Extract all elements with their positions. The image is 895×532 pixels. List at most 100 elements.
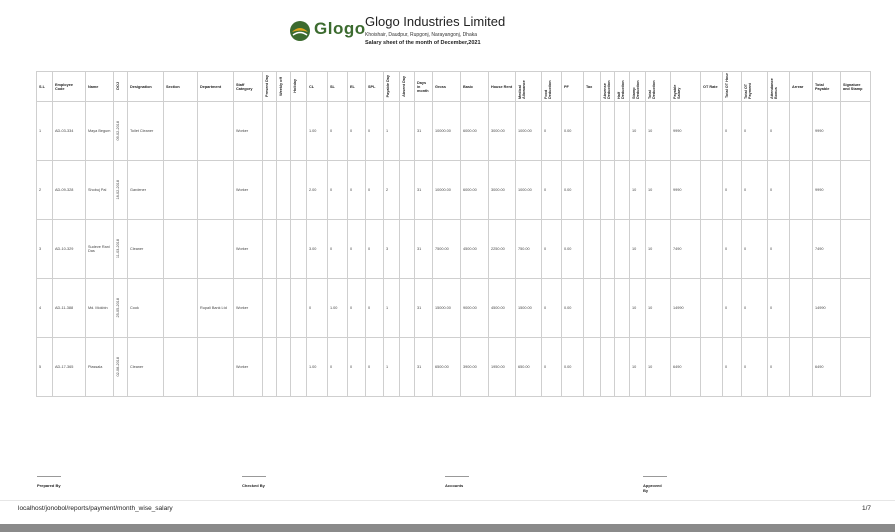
table-cell xyxy=(840,337,871,397)
table-cell: 18-02-2018 xyxy=(113,160,128,220)
table-cell xyxy=(840,101,871,161)
cell-text: Cleaner xyxy=(130,247,144,251)
table-cell: Cleaner xyxy=(127,219,164,279)
table-cell xyxy=(600,219,615,279)
column-header: House Rent xyxy=(488,71,516,102)
column-header: Payable Day xyxy=(383,71,400,102)
bottom-bar xyxy=(0,524,895,532)
cell-text: 9000.00 xyxy=(463,306,477,310)
table-cell: 1950.00 xyxy=(488,337,516,397)
cell-text: AD-11-388 xyxy=(55,306,74,310)
table-cell: 0 xyxy=(722,160,742,220)
cell-text: 1.00 xyxy=(309,129,317,133)
cell-text: 6000.00 xyxy=(463,188,477,192)
column-header-text: Payable Salary xyxy=(673,84,681,99)
cell-text: 0 xyxy=(350,306,353,310)
table-cell: Worker xyxy=(233,219,263,279)
column-header: Signature and Stamp xyxy=(840,71,871,102)
table-cell: 10 xyxy=(645,219,671,279)
table-cell xyxy=(197,219,234,279)
table-cell: Cook xyxy=(127,278,164,338)
cell-text: 0 xyxy=(330,247,333,251)
table-cell xyxy=(276,278,291,338)
table-cell: 10 xyxy=(629,337,646,397)
cell-text: 650.00 xyxy=(518,365,530,369)
cell-text: Worker xyxy=(236,365,249,369)
cell-text: 1000.00 xyxy=(518,129,532,133)
table-cell: 11-03-2018 xyxy=(113,219,128,279)
table-cell: 10 xyxy=(645,160,671,220)
table-cell xyxy=(163,278,198,338)
table-cell xyxy=(399,101,415,161)
table-cell: 6000.00 xyxy=(460,160,489,220)
cell-text: 10000.00 xyxy=(435,129,451,133)
table-cell: 0 xyxy=(541,337,562,397)
table-cell xyxy=(290,101,307,161)
table-cell xyxy=(197,337,234,397)
table-cell xyxy=(600,278,615,338)
cell-text: 0 xyxy=(744,188,747,192)
cell-text: 0 xyxy=(744,129,747,133)
table-cell xyxy=(262,101,277,161)
column-header-text: CL xyxy=(309,84,315,89)
table-cell xyxy=(583,219,601,279)
cell-text: 0 xyxy=(544,247,547,251)
table-cell xyxy=(583,278,601,338)
table-cell: 02-08-2018 xyxy=(113,337,128,397)
cell-text: 4500.00 xyxy=(463,247,477,251)
table-cell: 9990 xyxy=(670,101,701,161)
column-header-text: Food Deduction xyxy=(544,80,552,99)
table-cell: 0 xyxy=(347,337,366,397)
cell-text: 0 xyxy=(350,365,353,369)
table-cell: 6000.00 xyxy=(460,101,489,161)
table-cell xyxy=(197,160,234,220)
table-cell xyxy=(399,278,415,338)
table-cell: 31 xyxy=(414,278,433,338)
cell-text: Md. Mokbin xyxy=(88,306,108,310)
table-cell: 10 xyxy=(629,278,646,338)
table-cell: 1000.00 xyxy=(515,160,542,220)
cell-text: 11-03-2018 xyxy=(116,238,120,259)
table-cell: 0 xyxy=(541,278,562,338)
cell-text: 0 xyxy=(770,306,773,310)
logo-icon xyxy=(290,21,310,41)
column-header-text: House Rent xyxy=(491,84,513,89)
table-cell: 6500.00 xyxy=(432,337,461,397)
column-header: Section xyxy=(163,71,198,102)
table-cell xyxy=(789,160,813,220)
table-cell xyxy=(262,337,277,397)
table-cell: 0 xyxy=(306,278,328,338)
cell-text: 0 xyxy=(350,247,353,251)
table-cell: 3000.00 xyxy=(488,160,516,220)
table-cell xyxy=(789,337,813,397)
cell-text: 31 xyxy=(417,247,422,251)
cell-text: 3000.00 xyxy=(491,129,505,133)
table-cell: 10 xyxy=(629,160,646,220)
table-row: 3 AD-10-329 Sudeve Rani Das 11-03-2018 Clean… xyxy=(36,219,871,279)
column-header: Present Day xyxy=(262,71,277,102)
cell-text: 0 xyxy=(770,247,773,251)
table-cell: 10 xyxy=(645,278,671,338)
cell-text: Sudeve Rani Das xyxy=(88,245,110,253)
cell-text: Worker xyxy=(236,247,249,251)
column-header: SL xyxy=(327,71,348,102)
table-cell xyxy=(840,160,871,220)
column-header: Total Deduction xyxy=(645,71,671,102)
cell-text: 5 xyxy=(39,365,42,369)
column-header-text: Department xyxy=(200,84,222,89)
cell-text: 10 xyxy=(632,247,637,251)
table-cell: 31 xyxy=(414,160,433,220)
table-cell: Worker xyxy=(233,160,263,220)
table-cell: Rupali Bank Ltd xyxy=(197,278,234,338)
table-cell: 1.00 xyxy=(306,337,328,397)
table-cell xyxy=(276,160,291,220)
table-cell: 0 xyxy=(327,160,348,220)
table-cell xyxy=(262,219,277,279)
table-cell: 0 xyxy=(347,101,366,161)
cell-text: 0 xyxy=(725,188,728,192)
table-cell xyxy=(262,278,277,338)
table-cell: 7500.00 xyxy=(432,219,461,279)
table-cell: Sudeve Rani Das xyxy=(85,219,114,279)
cell-text: Cleaner xyxy=(130,365,144,369)
table-cell xyxy=(262,160,277,220)
